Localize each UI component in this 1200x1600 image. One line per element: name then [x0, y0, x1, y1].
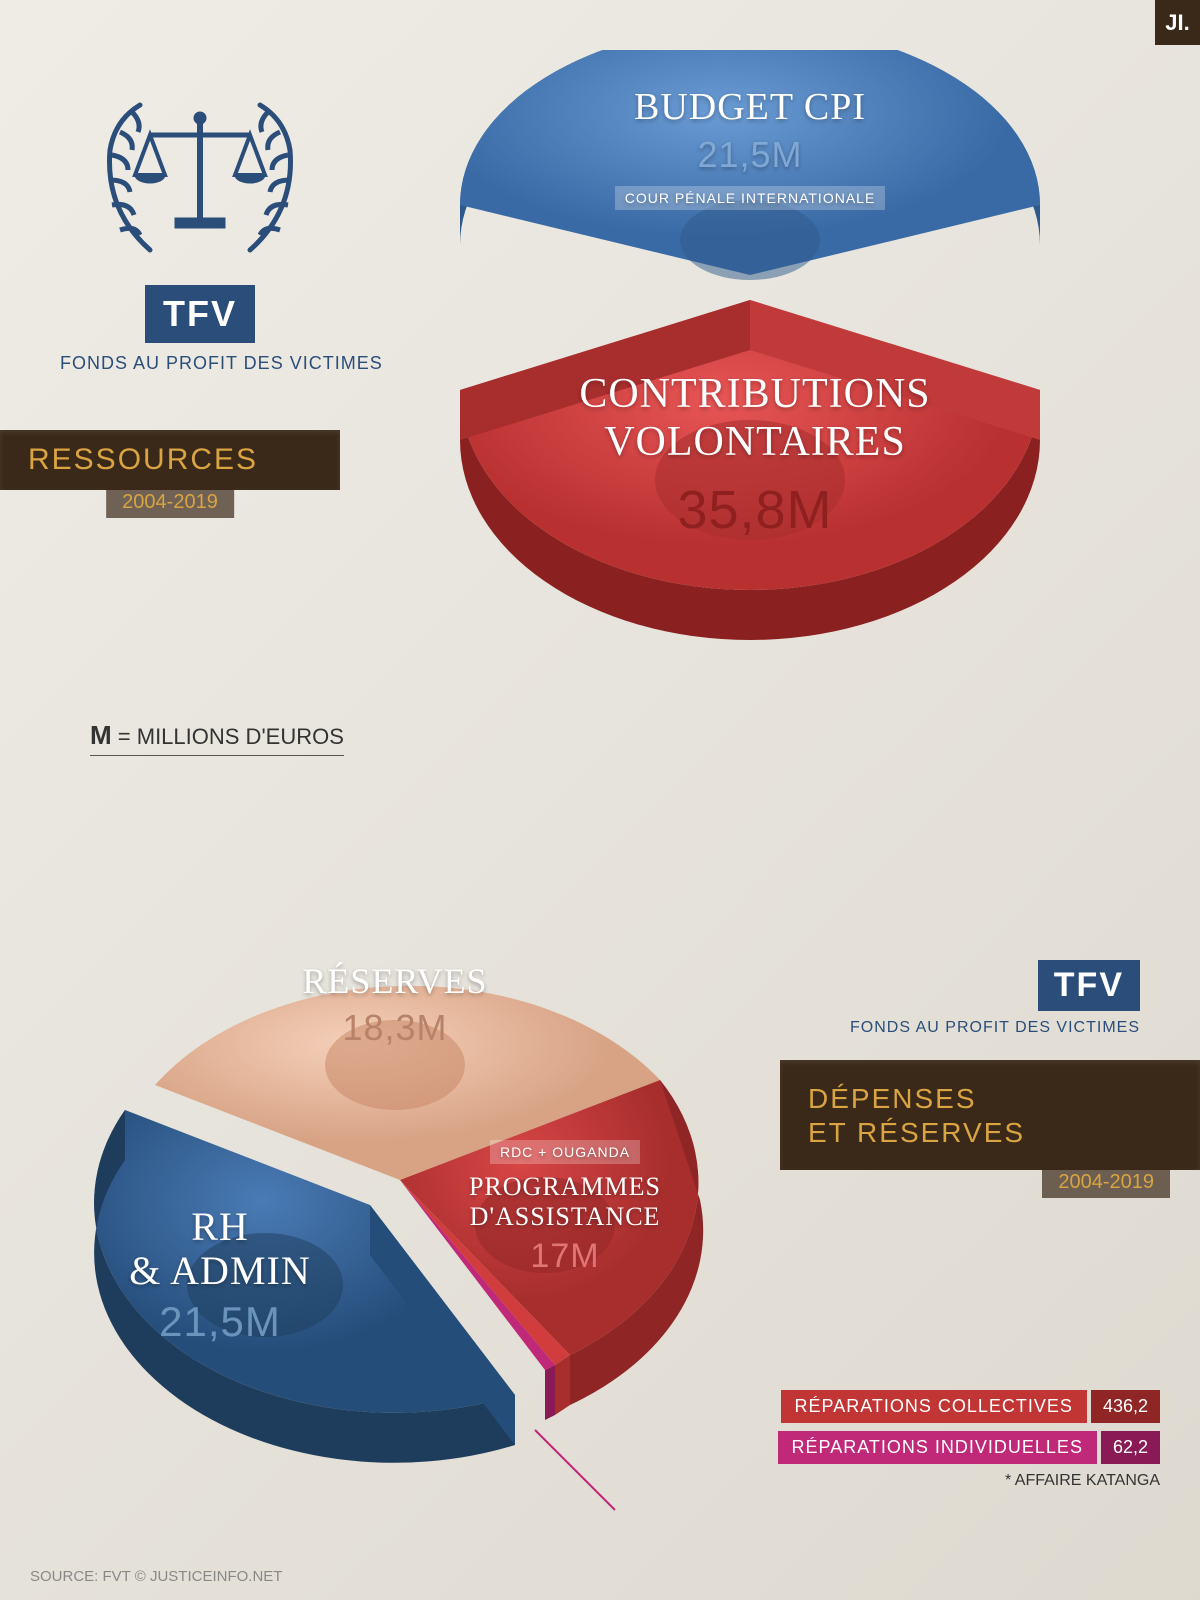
tfv-badge: TFV	[1038, 960, 1140, 1011]
reparation-label: RÉPARATIONS COLLECTIVES	[781, 1390, 1087, 1423]
segment-value: 35,8M	[520, 479, 990, 541]
reparation-value: 62,2	[1101, 1431, 1160, 1464]
reparation-row: RÉPARATIONS COLLECTIVES 436,2	[778, 1390, 1160, 1423]
segment-name: BUDGET CPI	[600, 85, 900, 129]
source-footer: SOURCE: FVT © JUSTICEINFO.NET	[30, 1568, 282, 1585]
laurel-scales-icon	[90, 90, 310, 270]
section-title-expenses: DÉPENSES ET RÉSERVES 2004-2019	[780, 1060, 1200, 1170]
section-title-text: DÉPENSES	[808, 1081, 977, 1117]
tfv-subtitle: FONDS AU PROFIT DES VICTIMES	[60, 353, 340, 374]
segment-label-rhadmin: RH& ADMIN 21,5M	[80, 1205, 360, 1346]
reparation-value: 436,2	[1091, 1390, 1160, 1423]
unit-symbol: M	[90, 720, 112, 750]
segment-name: PROGRAMMES D'ASSISTANCE	[435, 1172, 695, 1232]
publisher-badge: JI.	[1155, 0, 1200, 45]
unit-text: = MILLIONS D'EUROS	[112, 724, 344, 749]
section-years: 2004-2019	[106, 487, 234, 518]
segment-label-contributions: CONTRIBUTIONS VOLONTAIRES 35,8M	[520, 370, 990, 541]
segment-label-budget: BUDGET CPI 21,5M COUR PÉNALE INTERNATION…	[600, 85, 900, 210]
tfv-block-right: TFV FONDS AU PROFIT DES VICTIMES	[850, 960, 1140, 1037]
segment-label-reserves: RÉSERVES 18,3M	[265, 960, 525, 1049]
segment-note: RDC + OUGANDA	[490, 1140, 640, 1164]
segment-name: RH& ADMIN	[80, 1205, 360, 1293]
tfv-logo-block: TFV FONDS AU PROFIT DES VICTIMES	[60, 90, 340, 374]
segment-value: 17M	[435, 1237, 695, 1276]
tfv-subtitle: FONDS AU PROFIT DES VICTIMES	[850, 1019, 1140, 1037]
reparations-legend: RÉPARATIONS COLLECTIVES 436,2 RÉPARATION…	[778, 1390, 1160, 1490]
unit-legend: M = MILLIONS D'EUROS	[90, 720, 344, 756]
expenses-pie-chart: RÉSERVES 18,3M RH& ADMIN 21,5M RDC + OUG…	[40, 830, 760, 1550]
segment-value: 18,3M	[265, 1007, 525, 1049]
section-title-resources: RESSOURCES 2004-2019	[0, 430, 340, 490]
resources-pie-chart: BUDGET CPI 21,5M COUR PÉNALE INTERNATION…	[400, 50, 1100, 700]
section-title-text: RESSOURCES	[28, 443, 258, 477]
reparation-label: RÉPARATIONS INDIVIDUELLES	[778, 1431, 1097, 1464]
segment-value: 21,5M	[600, 134, 900, 176]
tfv-badge: TFV	[145, 285, 255, 343]
segment-name: RÉSERVES	[265, 960, 525, 1002]
reparation-note: * AFFAIRE KATANGA	[778, 1472, 1160, 1490]
segment-note: COUR PÉNALE INTERNATIONALE	[615, 186, 886, 210]
section-title-text-2: ET RÉSERVES	[808, 1117, 1025, 1149]
segment-value: 21,5M	[80, 1298, 360, 1346]
reparation-row: RÉPARATIONS INDIVIDUELLES 62,2	[778, 1431, 1160, 1464]
segment-name: CONTRIBUTIONS VOLONTAIRES	[520, 370, 990, 467]
segment-label-programmes: RDC + OUGANDA PROGRAMMES D'ASSISTANCE 17…	[435, 1130, 695, 1276]
section-years: 2004-2019	[1042, 1167, 1170, 1198]
